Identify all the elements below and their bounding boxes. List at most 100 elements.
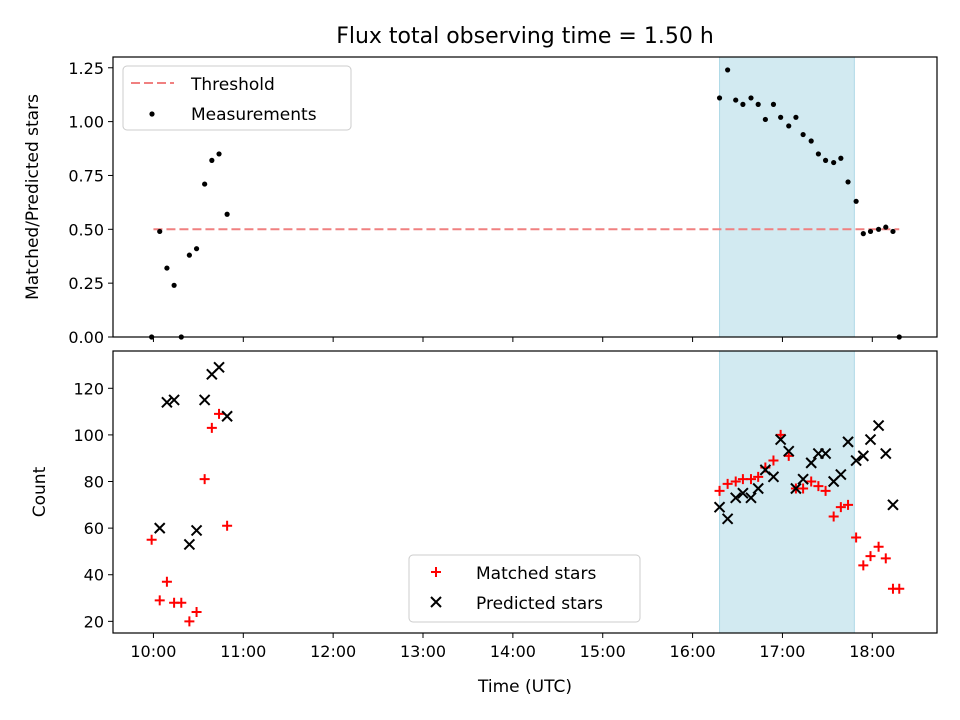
measurement-point	[157, 228, 163, 235]
bottom-y-tick-label: 100	[73, 426, 104, 445]
measurement-point	[793, 114, 799, 120]
measurement-point	[193, 246, 200, 252]
measurement-point	[186, 252, 192, 258]
predicted-star-point	[887, 499, 899, 511]
x-tick-label: 12:00	[310, 642, 356, 661]
measurement-point	[202, 181, 208, 187]
matched-star-point	[851, 532, 862, 543]
measurement-point	[755, 101, 761, 107]
matched-star-point	[880, 553, 891, 564]
matched-star-point	[199, 474, 210, 485]
predicted-star-point	[198, 394, 211, 406]
predicted-star-point	[737, 487, 749, 499]
matched-star-point	[161, 576, 172, 587]
measurement-point	[164, 265, 170, 271]
legend-threshold-label: Threshold	[190, 75, 275, 95]
top-y-tick-label: 1.25	[68, 59, 104, 78]
matched-star-point	[722, 478, 733, 489]
legend-measurements-label: Measurements	[191, 105, 317, 125]
measurement-point	[822, 157, 829, 163]
predicted-star-point	[790, 482, 802, 495]
measurement-point	[725, 67, 731, 73]
measurement-point	[875, 226, 882, 232]
matched-star-point	[745, 474, 756, 485]
predicted-star-point	[850, 454, 862, 467]
predicted-star-point	[752, 482, 764, 495]
legend-matched-label: Matched stars	[476, 564, 596, 584]
measurement-point	[853, 198, 859, 204]
measurement-point	[762, 116, 768, 123]
measurement-point	[171, 282, 177, 288]
matched-star-point	[873, 541, 884, 552]
matched-star-point	[730, 476, 741, 487]
matched-star-point	[843, 499, 854, 510]
predicted-star-point	[221, 410, 233, 422]
measurement-point	[778, 114, 784, 120]
bottom-y-tick-label: 20	[84, 612, 104, 631]
top-y-tick-label: 0.25	[68, 274, 104, 293]
predicted-star-point	[797, 473, 809, 485]
predicted-star-point	[835, 468, 847, 481]
matched-star-point	[714, 485, 725, 496]
x-tick-label: 17:00	[759, 642, 805, 661]
matched-star-point	[176, 597, 187, 608]
legend-matched-swatch	[431, 567, 441, 577]
matched-star-point	[753, 471, 764, 482]
measurement-point	[716, 95, 723, 101]
top-y-axis-label: Matched/Predicted stars	[23, 94, 43, 300]
matched-star-point	[813, 481, 824, 492]
measurement-point	[748, 95, 754, 101]
top-panel: 0.00 0.25 0.50 0.75 1.00 1.25 Threshold Measure…	[68, 56, 938, 347]
bottom-panel: 20 40 60 80 100 120 10:00 11:00 12:00 13:00 14:00 1…	[73, 350, 938, 661]
predicted-star-point	[745, 492, 757, 504]
measurement-point	[831, 159, 837, 166]
matched-star-point	[222, 520, 233, 531]
measurement-point	[733, 97, 739, 103]
top-y-tick-label: 0.75	[68, 166, 104, 185]
x-tick-label: 11:00	[220, 642, 266, 661]
matched-star-point	[191, 607, 202, 618]
legend-predicted-label: Predicted stars	[476, 594, 603, 614]
measurement-point	[740, 101, 746, 107]
top-observing-span	[719, 56, 855, 338]
matched-star-point	[820, 485, 831, 496]
top-axes-frame	[112, 56, 938, 338]
x-tick-label: 16:00	[670, 642, 716, 661]
matched-star-point	[858, 560, 869, 571]
predicted-star-point	[154, 522, 166, 534]
bottom-y-tick-label: 60	[84, 519, 104, 538]
predicted-star-point	[857, 450, 870, 462]
measurement-point	[838, 155, 844, 161]
bottom-y-tick-label: 40	[84, 566, 104, 585]
predicted-star-point	[190, 524, 203, 537]
predicted-star-point	[774, 433, 787, 446]
matched-star-point	[828, 511, 839, 522]
top-y-tick-label: 1.00	[68, 113, 104, 132]
matched-star-point	[146, 534, 157, 545]
measurement-point	[860, 231, 866, 237]
predicted-star-point	[864, 433, 877, 446]
matched-star-point	[184, 616, 195, 627]
matched-star-point	[894, 583, 905, 594]
predicted-star-point	[713, 501, 726, 513]
bottom-observing-span	[719, 350, 855, 634]
measurement-point	[808, 138, 814, 144]
top-y-tick-label: 0.00	[68, 328, 104, 347]
x-tick-label: 10:00	[130, 642, 176, 661]
measurement-point	[770, 101, 777, 107]
matched-star-point	[865, 551, 876, 562]
predicted-star-point	[730, 492, 742, 504]
measurement-point	[845, 179, 851, 185]
measurement-point	[209, 157, 215, 163]
matched-star-point	[154, 595, 165, 606]
matched-star-point	[214, 408, 225, 419]
matched-star-point	[806, 476, 817, 487]
predicted-star-point	[783, 445, 795, 457]
legend-measurement-swatch	[149, 111, 155, 117]
predicted-star-point	[767, 471, 780, 483]
predicted-star-point	[819, 447, 832, 460]
predicted-star-point	[161, 396, 173, 408]
top-y-tick-label: 0.50	[68, 220, 104, 239]
measurement-point	[224, 211, 230, 217]
